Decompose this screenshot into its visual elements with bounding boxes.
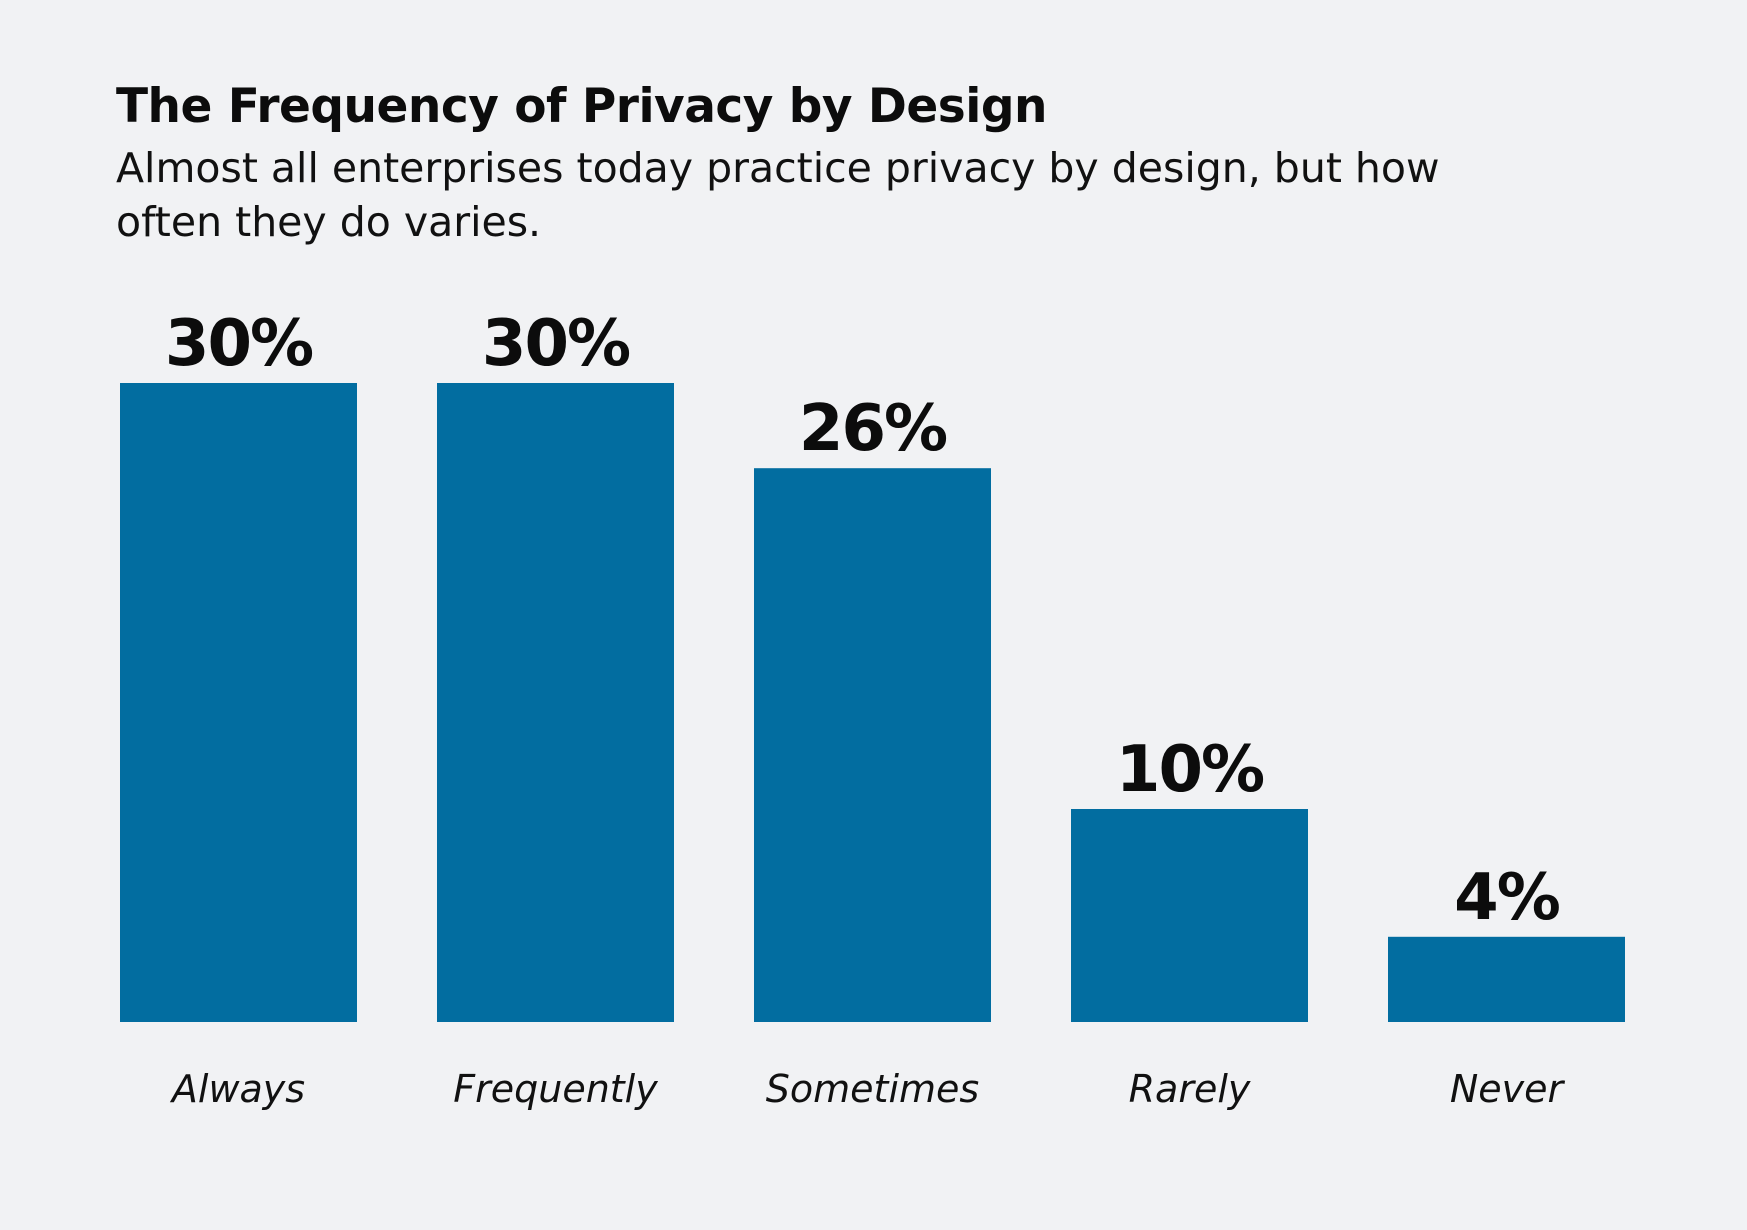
- bar-rarely: [1071, 809, 1308, 1022]
- category-label-sometimes: Sometimes: [766, 1067, 979, 1111]
- bar-always: [120, 383, 357, 1022]
- value-label-sometimes: 26%: [799, 392, 947, 466]
- bar-sometimes: [754, 468, 991, 1022]
- category-label-rarely: Rarely: [1129, 1067, 1251, 1111]
- category-label-frequently: Frequently: [453, 1067, 658, 1111]
- value-label-always: 30%: [165, 307, 313, 381]
- category-label-always: Always: [169, 1067, 305, 1111]
- value-label-frequently: 30%: [482, 307, 630, 381]
- bar-frequently: [437, 383, 674, 1022]
- bar-never: [1388, 936, 1625, 1022]
- chart-title: The Frequency of Privacy by Design: [116, 79, 1048, 134]
- value-label-rarely: 10%: [1116, 733, 1264, 807]
- value-label-never: 4%: [1454, 861, 1560, 935]
- category-label-never: Never: [1450, 1067, 1566, 1111]
- chart-subtitle: Almost all enterprises today practice pr…: [116, 144, 1440, 246]
